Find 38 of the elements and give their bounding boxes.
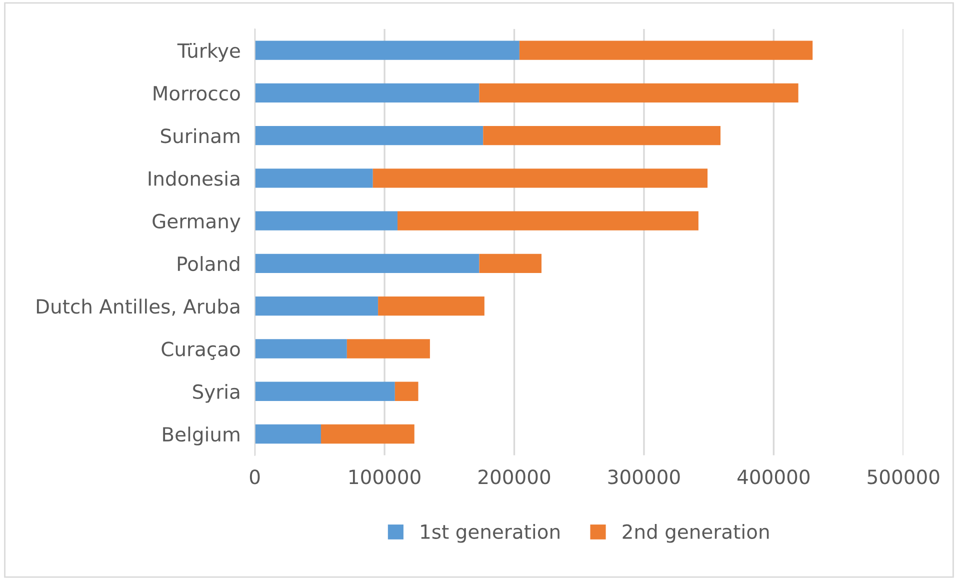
bar [254, 211, 398, 230]
bar [394, 382, 418, 401]
bar [254, 382, 395, 401]
y-tick-label: Poland [178, 256, 240, 272]
y-tick-label: Belgium [163, 426, 240, 446]
x-tick-label: 500000 [868, 470, 940, 484]
legend-label: 2nd generation [622, 524, 769, 543]
bar [372, 168, 708, 188]
bar [254, 424, 321, 444]
bar [479, 83, 798, 103]
y-tick-label: Dutch Antilles, Aruba [36, 298, 240, 316]
bar [378, 296, 484, 316]
bar [254, 83, 480, 103]
bar [254, 296, 378, 316]
x-tick-label: 300000 [608, 470, 680, 484]
legend-label: 1st generation [421, 524, 560, 543]
bar [320, 424, 414, 444]
x-tick-label: 0 [250, 470, 260, 484]
x-tick-label: 100000 [350, 470, 420, 484]
y-tick-label: Curaçao [162, 342, 240, 360]
bar [483, 126, 720, 146]
y-tick-label: Türkye [177, 42, 240, 62]
bar [398, 211, 698, 230]
bar [254, 339, 347, 358]
x-tick-label: 400000 [738, 470, 810, 484]
y-tick-label: Indonesia [148, 170, 240, 186]
y-tick-label: Syria [193, 384, 240, 403]
y-tick-label: Morrocco [154, 86, 240, 101]
bar [346, 339, 430, 358]
bar [479, 254, 542, 274]
y-tick-label: Surinam [160, 128, 240, 144]
bar [254, 254, 480, 274]
x-tick-label: 200000 [478, 470, 550, 484]
bar [254, 168, 373, 188]
bar [254, 126, 484, 146]
bar [254, 40, 520, 60]
y-tick-label: Germany [152, 214, 240, 232]
bar [519, 40, 813, 60]
